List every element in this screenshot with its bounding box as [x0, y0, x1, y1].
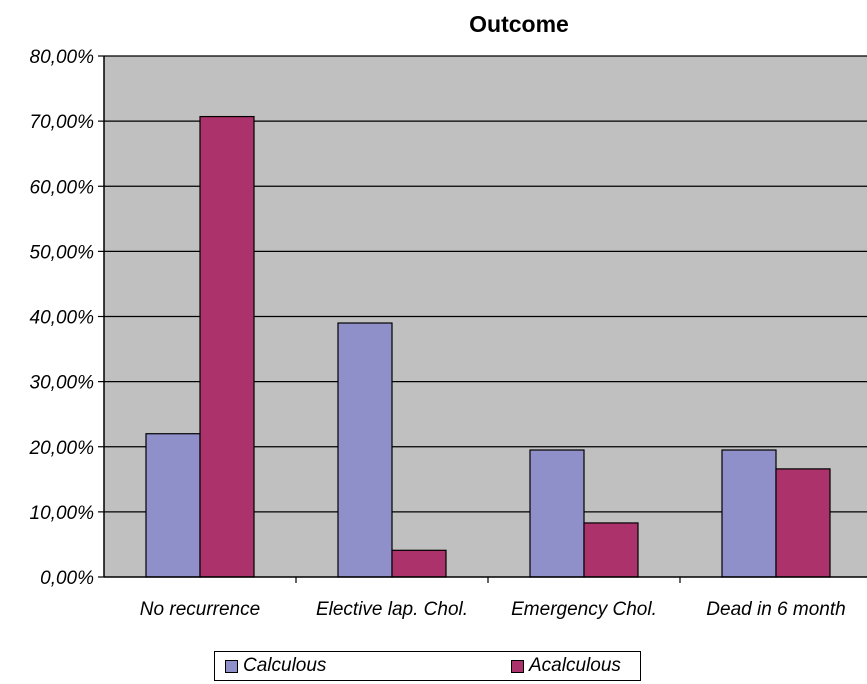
y-tick-label: 80,00%: [30, 47, 95, 68]
bar-calculous-1: [145, 433, 201, 578]
y-tick-label: 20,00%: [29, 438, 95, 459]
y-tick-label: 10,00%: [30, 503, 95, 524]
x-category-label: Dead in 6 month: [706, 599, 845, 620]
bar-calculous-3: [529, 449, 585, 578]
legend-item-calculous: Calculous: [225, 655, 326, 677]
bar-acalculous-2: [391, 549, 447, 578]
bar-calculous-4: [721, 449, 777, 578]
y-tick-label: 70,00%: [30, 112, 95, 133]
bar-acalculous-3: [583, 522, 639, 578]
y-tick-label: 50,00%: [30, 242, 95, 263]
legend-label-acalculous: Acalculous: [529, 655, 621, 676]
x-category-label: Emergency Chol.: [511, 599, 657, 620]
bar-acalculous-4: [775, 468, 831, 578]
legend-label-calculous: Calculous: [243, 655, 327, 676]
x-category-label: No recurrence: [140, 599, 260, 620]
legend: Calculous Acalculous: [214, 651, 641, 681]
legend-swatch-acalculous: [511, 659, 524, 673]
y-tick-label: 30,00%: [30, 373, 95, 394]
chart-title: Outcome: [469, 11, 569, 37]
y-tick-label: 40,00%: [30, 308, 95, 329]
x-category-label: Elective lap. Chol.: [316, 599, 468, 620]
y-tick-label: 60,00%: [30, 177, 95, 198]
legend-item-acalculous: Acalculous: [511, 655, 621, 677]
bar-acalculous-1: [199, 115, 255, 578]
bar-calculous-2: [337, 322, 393, 578]
y-tick-label: 0,00%: [40, 568, 94, 589]
legend-swatch-calculous: [225, 659, 238, 673]
